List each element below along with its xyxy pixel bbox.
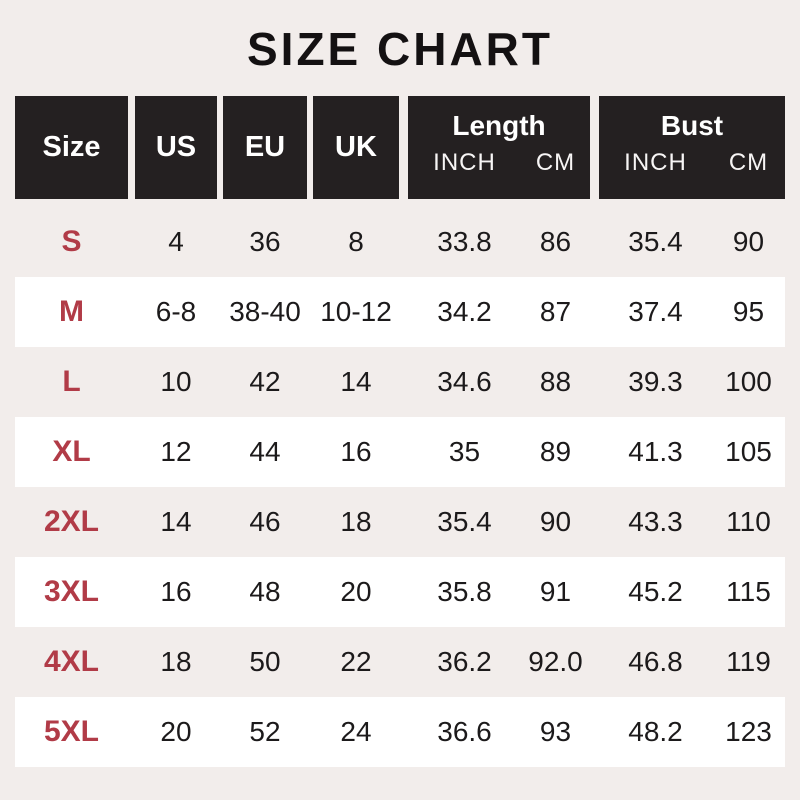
table-row: XL 12 44 16 35 89 41.3 105 (15, 416, 785, 487)
eu-cell: 52 (249, 715, 281, 747)
table-row: M 6-8 38-40 10-12 34.2 87 37.4 95 (15, 276, 785, 347)
length-inch-cell: 35.8 (437, 575, 492, 607)
length-inch-cell: 36.6 (437, 715, 492, 747)
eu-cell: 50 (249, 645, 281, 677)
eu-cell: 36 (249, 225, 281, 257)
header-length-units: INCH CM (408, 149, 590, 177)
bust-cm-cell: 105 (725, 435, 772, 467)
eu-cell: 44 (249, 435, 281, 467)
uk-cell: 14 (340, 365, 372, 397)
bust-inch-cell: 43.3 (628, 505, 683, 537)
bust-cm-cell: 95 (732, 295, 765, 327)
length-cm-cell: 92.0 (528, 645, 583, 677)
length-cm-cell: 87 (539, 295, 572, 327)
bust-inch-cell: 35.4 (628, 225, 683, 257)
length-cm-cell: 89 (539, 435, 572, 467)
uk-cell: 20 (340, 575, 372, 607)
us-cell: 16 (160, 575, 192, 607)
header-us: US (135, 95, 217, 199)
header-length-inch-label: INCH (433, 149, 496, 177)
table-row: S 4 36 8 33.8 86 35.4 90 (15, 207, 785, 277)
bust-inch-cell: 41.3 (628, 435, 683, 467)
size-cell: S (61, 224, 82, 258)
uk-cell: 10-12 (320, 295, 392, 327)
size-cell: 4XL (43, 644, 100, 678)
header-size: Size (15, 95, 128, 199)
size-cell: L (62, 364, 81, 398)
header-bust-inch-label: INCH (624, 149, 687, 177)
uk-cell: 22 (340, 645, 372, 677)
length-cm-cell: 86 (539, 225, 572, 257)
eu-cell: 38-40 (229, 295, 301, 327)
length-inch-cell: 35.4 (437, 505, 492, 537)
us-cell: 18 (160, 645, 192, 677)
table-row: 3XL 16 48 20 35.8 91 45.2 115 (15, 556, 785, 627)
header-uk-label: UK (335, 130, 377, 163)
header-eu-label: EU (244, 130, 286, 163)
length-inch-cell: 33.8 (437, 225, 492, 257)
length-inch-cell: 34.6 (437, 365, 492, 397)
bust-cm-cell: 115 (726, 575, 771, 607)
size-chart-table: Size US EU UK Length INCH CM Bust INCH C… (15, 95, 785, 767)
us-cell: 4 (168, 225, 184, 257)
header-bust-group: Bust INCH CM (599, 95, 785, 199)
us-cell: 12 (160, 435, 192, 467)
table-row: 4XL 18 50 22 36.2 92.0 46.8 119 (15, 627, 785, 697)
size-cell: 3XL (43, 574, 100, 608)
table-body: S 4 36 8 33.8 86 35.4 90 M 6-8 38-40 10-12 34.2 87 37.… (15, 207, 785, 767)
us-cell: 10 (160, 365, 192, 397)
bust-inch-cell: 46.8 (628, 645, 683, 677)
length-inch-cell: 34.2 (437, 295, 492, 327)
bust-cm-cell: 123 (725, 715, 772, 747)
length-inch-cell: 36.2 (437, 645, 492, 677)
bust-cm-cell: 90 (732, 225, 765, 257)
length-cm-cell: 91 (539, 575, 572, 607)
page-title: SIZE CHART (247, 23, 553, 75)
header-bust-label: Bust (660, 109, 724, 141)
us-cell: 6-8 (155, 295, 197, 327)
uk-cell: 16 (340, 435, 372, 467)
size-cell: 2XL (43, 504, 100, 538)
header-us-label: US (155, 130, 197, 163)
eu-cell: 48 (249, 575, 281, 607)
uk-cell: 18 (340, 505, 372, 537)
bust-cm-cell: 110 (726, 505, 771, 537)
length-cm-cell: 90 (539, 505, 572, 537)
bust-inch-cell: 48.2 (628, 715, 683, 747)
header-length-cm-label: CM (535, 149, 576, 177)
eu-cell: 42 (249, 365, 281, 397)
table-row: 5XL 20 52 24 36.6 93 48.2 123 (15, 696, 785, 767)
bust-inch-cell: 45.2 (628, 575, 683, 607)
bust-inch-cell: 39.3 (628, 365, 683, 397)
uk-cell: 8 (348, 225, 364, 257)
header-bust-cm-label: CM (728, 149, 769, 177)
table-header-row: Size US EU UK Length INCH CM Bust INCH C… (15, 95, 785, 199)
eu-cell: 46 (249, 505, 281, 537)
header-uk: UK (313, 95, 399, 199)
header-bust-units: INCH CM (599, 149, 785, 177)
us-cell: 14 (160, 505, 192, 537)
size-cell: XL (52, 434, 91, 468)
header-size-label: Size (42, 130, 101, 163)
header-length-group: Length INCH CM (408, 95, 590, 199)
length-cm-cell: 88 (539, 365, 572, 397)
us-cell: 20 (160, 715, 192, 747)
bust-cm-cell: 119 (726, 645, 771, 677)
header-eu: EU (223, 95, 307, 199)
length-inch-cell: 35 (448, 435, 481, 467)
table-row: 2XL 14 46 18 35.4 90 43.3 110 (15, 487, 785, 557)
bust-cm-cell: 100 (725, 365, 772, 397)
size-cell: 5XL (43, 714, 100, 748)
size-cell: M (59, 294, 84, 328)
bust-inch-cell: 37.4 (628, 295, 683, 327)
table-row: L 10 42 14 34.6 88 39.3 100 (15, 347, 785, 417)
length-cm-cell: 93 (539, 715, 572, 747)
header-length-label: Length (452, 109, 546, 141)
uk-cell: 24 (340, 715, 372, 747)
